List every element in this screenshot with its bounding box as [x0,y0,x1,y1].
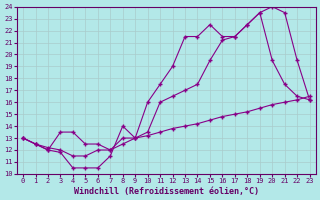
X-axis label: Windchill (Refroidissement éolien,°C): Windchill (Refroidissement éolien,°C) [74,187,259,196]
